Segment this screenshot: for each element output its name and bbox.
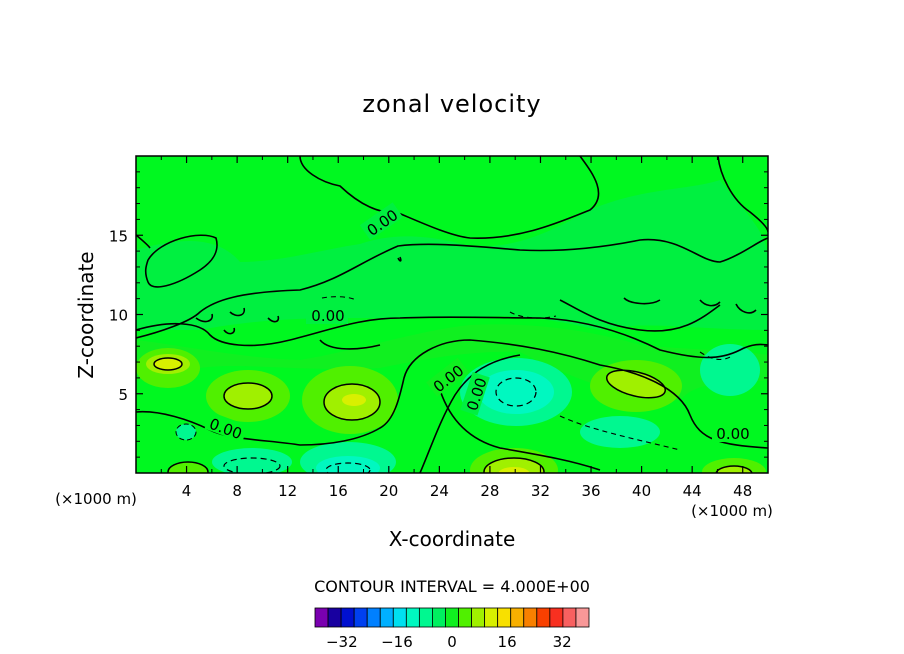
y-axis: 5 10 15 <box>109 171 768 458</box>
colorbar-swatch <box>340 607 355 628</box>
colorbar-swatch <box>353 607 368 628</box>
contour-labels: 0.00 0.00 0.00 0.00 0.00 0.00 <box>204 202 754 443</box>
colorbar-swatch <box>471 607 486 628</box>
y-tick-label: 5 <box>118 386 128 404</box>
x-tick-label: 40 <box>632 482 651 500</box>
x-tick-label: 20 <box>379 482 398 500</box>
colorbar-swatch <box>366 607 381 628</box>
zero-contours <box>136 156 768 473</box>
colorbar-swatch <box>405 607 420 628</box>
colorbar-swatch <box>327 607 342 628</box>
colorbar-swatch <box>432 607 446 628</box>
colorbar-swatch <box>314 607 329 628</box>
x-tick-label: 24 <box>430 482 449 500</box>
negative-cores <box>175 344 760 473</box>
x-tick-label: 44 <box>683 482 702 500</box>
colorbar-swatch <box>549 607 564 628</box>
x-tick-label: 36 <box>581 482 600 500</box>
colorbar-swatch <box>510 607 525 628</box>
plot-area: 0.00 0.00 0.00 0.00 0.00 0.00 <box>136 156 768 473</box>
chart-title: zonal velocity <box>362 90 541 118</box>
colorbar-ticks: −32 −16 0 16 32 <box>326 633 572 651</box>
colorbar-tick-label: −16 <box>381 633 413 651</box>
x-axis-title: X-coordinate <box>389 527 516 551</box>
colorbar-swatch <box>379 607 394 628</box>
contour-label: 0.00 <box>311 307 344 325</box>
colorbar-swatch <box>562 607 577 628</box>
x-right-unit: (×1000 m) <box>691 502 773 520</box>
contour-interval-text: CONTOUR INTERVAL = 4.000E+00 <box>314 577 590 596</box>
positive-cores <box>136 348 766 473</box>
dashed-contours <box>321 296 733 451</box>
contour-label: 0.00 <box>716 425 749 443</box>
colorbar-swatch <box>445 607 459 628</box>
y-tick-label: 10 <box>109 307 128 325</box>
x-tick-label: 12 <box>278 482 297 500</box>
colorbar-swatch <box>575 607 590 628</box>
colorbar-tick-label: 32 <box>553 633 572 651</box>
x-tick-label: 28 <box>480 482 499 500</box>
colorbar-swatch <box>418 607 433 628</box>
colorbar-swatch <box>458 607 472 628</box>
colorbar-swatch <box>392 607 407 628</box>
y-tick-label: 15 <box>109 227 128 245</box>
colorbar-tick-label: 16 <box>498 633 517 651</box>
x-tick-label: 4 <box>182 482 192 500</box>
x-left-unit: (×1000 m) <box>55 490 137 508</box>
colorbar-tick-label: −32 <box>326 633 358 651</box>
field-region-upper <box>136 180 768 330</box>
x-axis: 4 8 12 16 20 24 28 32 36 40 44 48 <box>160 156 752 500</box>
x-tick-label: 32 <box>531 482 550 500</box>
colorbar <box>314 607 590 628</box>
x-tick-label: 8 <box>232 482 242 500</box>
colorbar-swatch <box>523 607 538 628</box>
x-tick-label: 48 <box>733 482 752 500</box>
colorbar-swatch <box>484 607 499 628</box>
y-axis-title: Z-coordinate <box>74 251 98 378</box>
colorbar-swatch <box>497 607 512 628</box>
colorbar-tick-label: 0 <box>447 633 457 651</box>
colorbar-swatch <box>536 607 551 628</box>
x-tick-label: 16 <box>329 482 348 500</box>
